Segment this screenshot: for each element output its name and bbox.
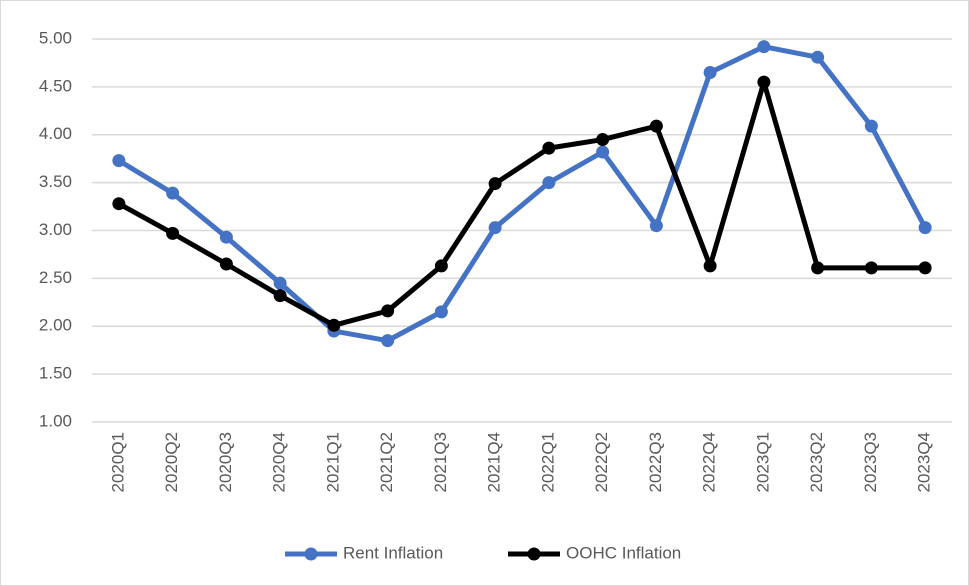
data-point	[596, 133, 610, 147]
x-tick-label: 2020Q4	[270, 432, 289, 493]
data-point	[488, 221, 502, 235]
data-point	[649, 219, 663, 233]
data-point	[434, 259, 448, 273]
legend-label: OOHC Inflation	[566, 543, 681, 562]
x-tick-label: 2021Q4	[485, 432, 504, 493]
data-point	[811, 50, 825, 64]
x-tick-label: 2022Q3	[646, 432, 665, 493]
x-tick-label: 2022Q4	[700, 432, 719, 493]
y-tick-label: 5.00	[39, 28, 72, 47]
y-tick-label: 3.50	[39, 172, 72, 191]
series-line	[117, 79, 926, 328]
data-point	[381, 334, 395, 348]
data-point	[219, 230, 233, 244]
legend-label: Rent Inflation	[343, 543, 443, 562]
data-point	[112, 154, 126, 168]
data-point	[703, 66, 717, 80]
x-tick-label: 2020Q2	[162, 432, 181, 493]
series-line	[117, 44, 928, 344]
x-tick-label: 2021Q3	[431, 432, 450, 493]
data-point	[273, 289, 287, 303]
data-point	[327, 318, 341, 332]
x-tick-label: 2022Q1	[538, 432, 557, 493]
data-point	[112, 197, 126, 211]
y-tick-label: 4.50	[39, 76, 72, 95]
x-tick-label: 2023Q1	[753, 432, 772, 493]
legend-marker	[527, 547, 541, 561]
x-tick-label: 2023Q4	[915, 432, 934, 493]
data-point	[219, 257, 233, 271]
y-tick-label: 2.50	[39, 268, 72, 287]
data-point	[542, 141, 556, 155]
y-tick-label: 1.50	[39, 364, 72, 383]
y-tick-label: 4.00	[39, 124, 72, 143]
data-point	[488, 177, 502, 191]
data-point	[273, 276, 287, 290]
x-tick-label: 2023Q2	[807, 432, 826, 493]
x-tick-label: 2020Q3	[216, 432, 235, 493]
data-point	[166, 186, 180, 200]
x-tick-label: 2021Q2	[377, 432, 396, 493]
x-tick-label: 2023Q3	[861, 432, 880, 493]
data-point	[757, 40, 771, 54]
y-tick-label: 2.00	[39, 316, 72, 335]
x-tick-label: 2021Q1	[323, 432, 342, 493]
data-point	[434, 305, 448, 319]
legend-marker	[304, 547, 318, 561]
x-tick-label: 2020Q1	[108, 432, 127, 493]
data-point	[918, 221, 932, 235]
data-point	[703, 259, 717, 273]
data-point	[811, 261, 825, 275]
y-tick-label: 3.00	[39, 220, 72, 239]
data-point	[596, 145, 610, 159]
data-point	[649, 119, 663, 133]
y-tick-label: 1.00	[39, 411, 72, 430]
data-point	[918, 261, 932, 275]
data-point	[542, 176, 556, 190]
data-point	[864, 261, 878, 275]
data-point	[381, 304, 395, 318]
data-point	[757, 75, 771, 89]
data-point	[864, 119, 878, 133]
x-tick-label: 2022Q2	[592, 432, 611, 493]
data-point	[166, 226, 180, 240]
